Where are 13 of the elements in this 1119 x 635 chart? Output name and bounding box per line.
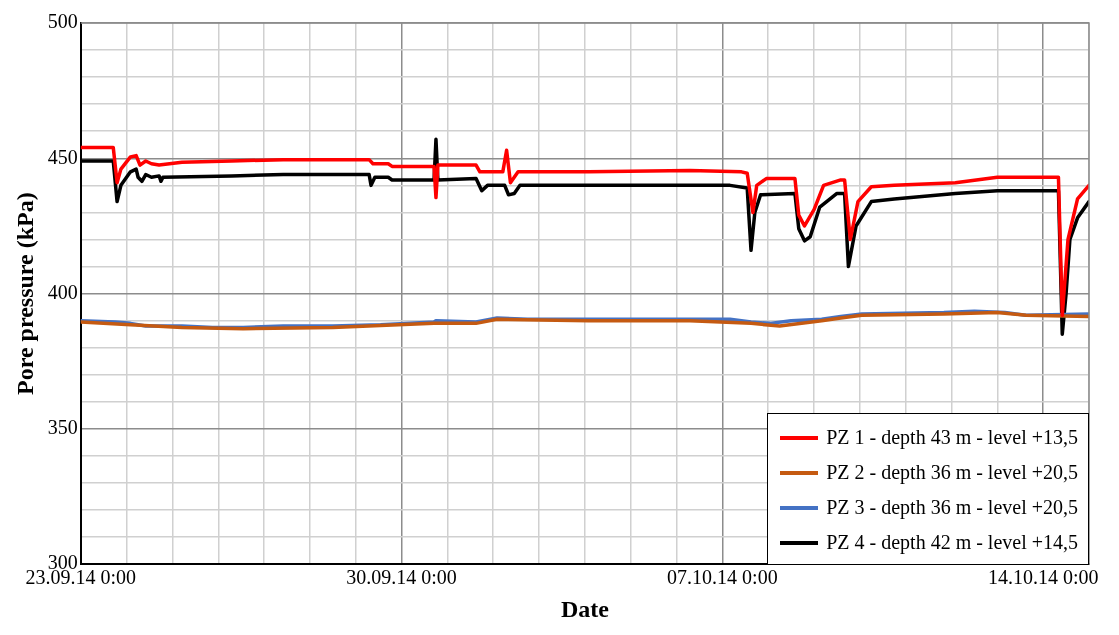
y-tick-label: 400: [47, 280, 78, 303]
legend-label: PZ 1 - depth 43 m - level +13,5: [826, 426, 1078, 449]
x-tick-label: 07.10.14 0:00: [667, 566, 778, 589]
y-axis-title: Pore pressure (kPa): [11, 192, 38, 395]
x-axis-title: Date: [560, 595, 610, 622]
y-tick-label: 450: [47, 145, 78, 168]
legend-label: PZ 4 - depth 42 m - level +14,5: [826, 531, 1078, 554]
x-tick-label: 14.10.14 0:00: [987, 566, 1099, 589]
x-tick-label: 30.09.14 0:00: [346, 566, 457, 589]
legend-label: PZ 2 - depth 36 m - level +20,5: [826, 461, 1078, 484]
legend-label: PZ 3 - depth 36 m - level +20,5: [826, 496, 1078, 519]
y-tick-label: 350: [47, 416, 78, 439]
y-tick-label: 500: [47, 10, 78, 33]
